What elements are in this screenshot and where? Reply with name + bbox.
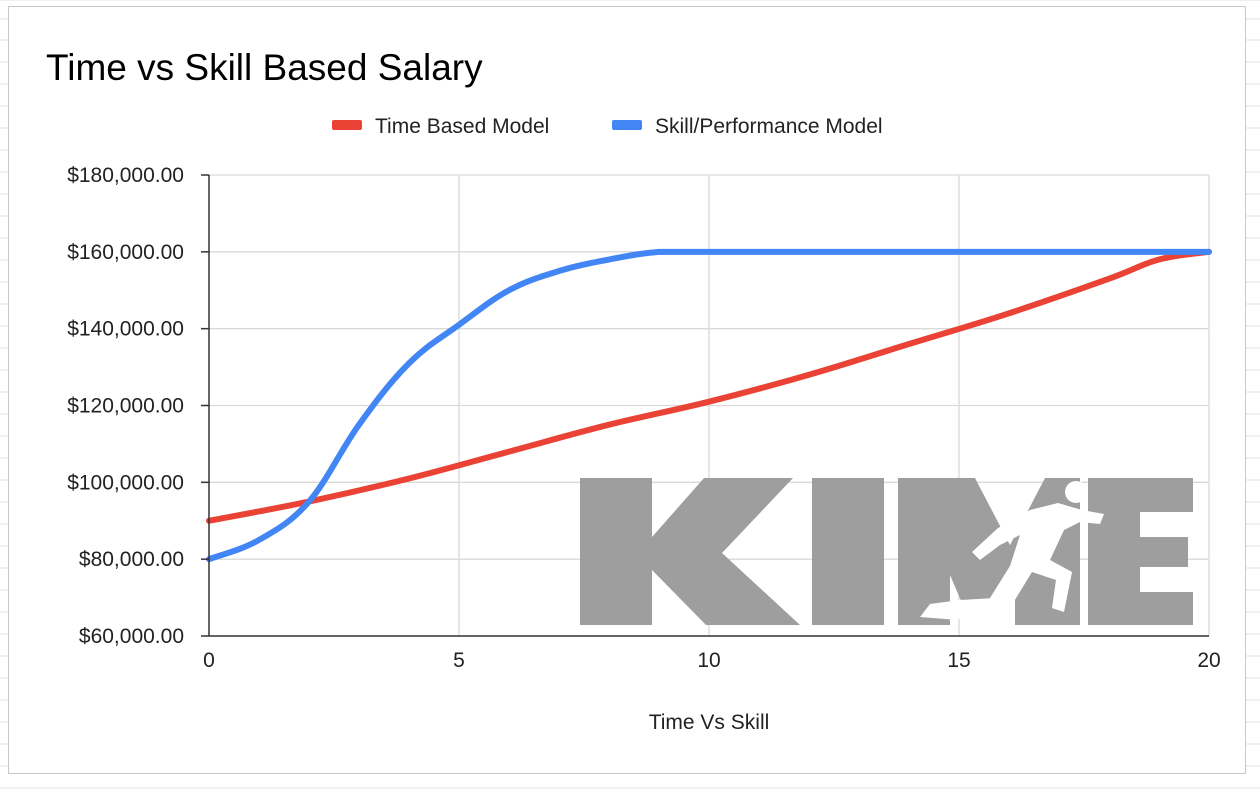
series-lines — [206, 248, 1212, 563]
legend-label-skill-performance: Skill/Performance Model — [655, 115, 883, 138]
legend-swatch-skill-performance — [612, 120, 642, 130]
series-line-skill-performance[interactable] — [206, 248, 1212, 563]
x-tick-label: 10 — [697, 649, 720, 672]
y-tick-label: $60,000.00 — [79, 625, 184, 648]
runner-silhouette-icon — [920, 481, 1104, 620]
x-axis-title: Time Vs Skill — [649, 711, 770, 734]
series-line-time-based[interactable] — [206, 248, 1212, 524]
y-tick-label: $120,000.00 — [67, 395, 184, 418]
chart-title: Time vs Skill Based Salary — [46, 47, 483, 88]
legend-label-time-based: Time Based Model — [375, 115, 549, 138]
legend-item-time-based[interactable]: Time Based Model — [332, 115, 549, 138]
watermark-letter-e — [1088, 478, 1193, 625]
y-tick-labels: $60,000.00 $80,000.00 $100,000.00 $120,000.… — [67, 164, 184, 648]
x-tick-label: 15 — [947, 649, 970, 672]
y-tick-label: $180,000.00 — [67, 164, 184, 187]
chart-container[interactable] — [8, 6, 1246, 774]
watermark-letter-i — [812, 478, 884, 625]
legend-item-skill-performance[interactable]: Skill/Performance Model — [612, 115, 883, 138]
x-tick-labels: 0 5 10 15 20 — [203, 649, 1221, 672]
x-tick-label: 20 — [1197, 649, 1220, 672]
y-tick-label: $80,000.00 — [79, 548, 184, 571]
watermark-letter-k — [580, 478, 800, 625]
y-tick-label: $100,000.00 — [67, 471, 184, 494]
kime-watermark-logo — [580, 478, 1193, 625]
y-tick-label: $140,000.00 — [67, 318, 184, 341]
legend-swatch-time-based — [332, 120, 362, 130]
legend[interactable]: Time Based Model Skill/Performance Model — [332, 115, 883, 138]
x-tick-label: 5 — [453, 649, 465, 672]
y-tick-label: $160,000.00 — [67, 241, 184, 264]
x-tick-label: 0 — [203, 649, 215, 672]
axes — [201, 174, 1209, 637]
